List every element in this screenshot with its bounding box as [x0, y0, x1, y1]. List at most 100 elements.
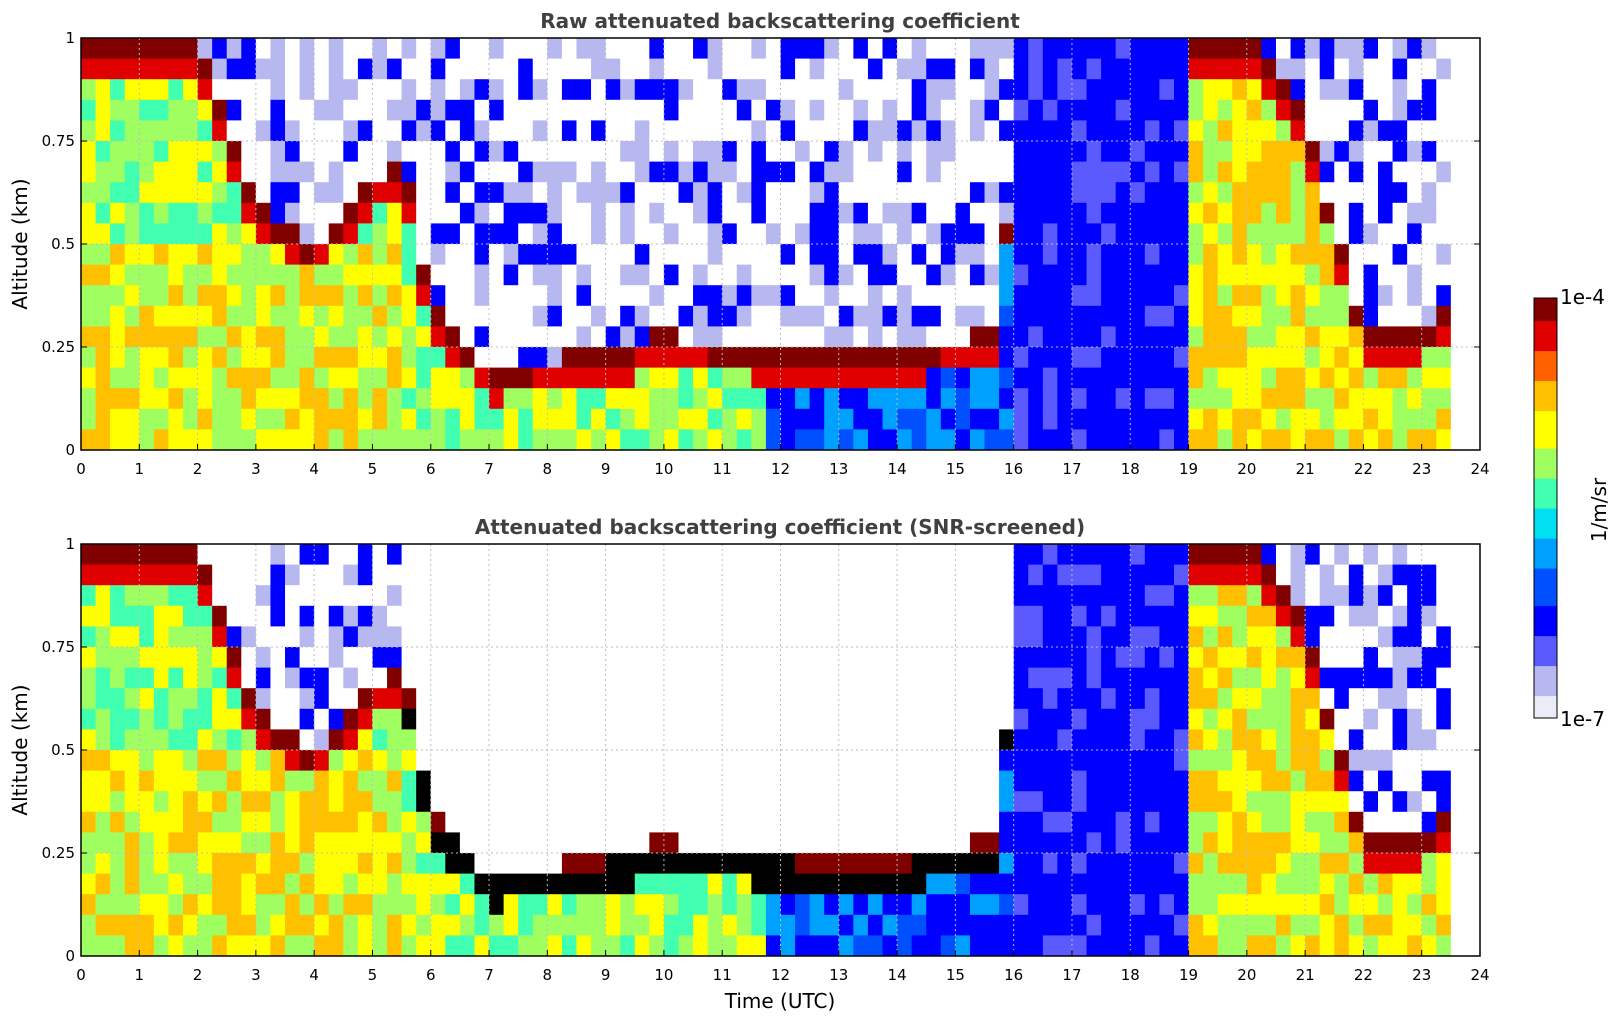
heatmap-cell: [1305, 79, 1321, 101]
heatmap-cell: [591, 935, 607, 956]
heatmap-cell: [1217, 141, 1233, 163]
heatmap-cell: [183, 894, 199, 916]
heatmap-cell: [1421, 770, 1437, 792]
heatmap-cell: [969, 182, 986, 204]
heatmap-cell: [882, 708, 898, 730]
heatmap-cell: [81, 688, 97, 710]
heatmap-cell: [1217, 626, 1233, 648]
heatmap-cell: [1203, 605, 1219, 627]
heatmap-cell: [1319, 38, 1335, 60]
heatmap-cell: [387, 770, 403, 792]
heatmap-cell: [1319, 99, 1335, 121]
heatmap-cell: [1115, 935, 1131, 956]
heatmap-cell: [1319, 347, 1335, 369]
heatmap-cell: [489, 564, 505, 586]
heatmap-cell: [1130, 326, 1146, 348]
heatmap-cell: [124, 894, 140, 916]
colorbar-min-label: 1e-7: [1560, 707, 1605, 731]
heatmap-cell: [1363, 429, 1379, 450]
heatmap-cell: [1101, 79, 1117, 101]
heatmap-cell: [139, 544, 155, 566]
heatmap-cell: [649, 914, 665, 936]
heatmap-cell: [1159, 626, 1175, 648]
heatmap-cell: [707, 429, 723, 450]
heatmap-cell: [736, 894, 752, 916]
heatmap-cell: [882, 811, 898, 833]
heatmap-cell: [139, 408, 155, 430]
x-tick-label: 19: [1179, 460, 1198, 478]
heatmap-cell: [401, 708, 417, 730]
heatmap-cell: [1115, 564, 1131, 586]
heatmap-cell: [1071, 202, 1088, 224]
heatmap-cell: [357, 873, 374, 895]
heatmap-cell: [1144, 58, 1160, 80]
heatmap-cell: [343, 564, 359, 586]
heatmap-cell: [372, 347, 388, 369]
heatmap-cell: [1144, 750, 1160, 772]
heatmap-cell: [999, 935, 1015, 956]
heatmap-cell: [1334, 873, 1350, 895]
heatmap-cell: [1246, 935, 1262, 956]
heatmap-cell: [1319, 688, 1335, 710]
heatmap-cell: [634, 935, 650, 956]
heatmap-cell: [532, 894, 548, 916]
heatmap-cell: [1436, 79, 1452, 101]
heatmap-cell: [1013, 667, 1029, 689]
heatmap-cell: [838, 244, 854, 266]
heatmap-cell: [838, 305, 854, 327]
heatmap-cell: [1421, 264, 1437, 286]
heatmap-cell: [1363, 667, 1379, 689]
heatmap-cell: [882, 667, 898, 689]
heatmap-cell: [1465, 750, 1480, 772]
heatmap-cell: [1159, 832, 1175, 854]
heatmap-cell: [343, 99, 359, 121]
heatmap-cell: [1188, 544, 1204, 566]
heatmap-cell: [1348, 770, 1365, 792]
heatmap-cell: [576, 873, 592, 895]
heatmap-cell: [110, 935, 126, 956]
heatmap-cell: [328, 914, 344, 936]
heatmap-cell: [984, 99, 1000, 121]
heatmap-cell: [693, 667, 709, 689]
heatmap-cell: [1363, 326, 1379, 348]
heatmap-cell: [1261, 408, 1277, 430]
heatmap-cell: [1377, 647, 1394, 669]
heatmap-cell: [1261, 729, 1277, 751]
heatmap-cell: [124, 853, 140, 875]
heatmap-cell: [518, 832, 534, 854]
colorbar-step: [1534, 598, 1557, 607]
panel-raw-title: Raw attenuated backscattering coefficien…: [540, 9, 1020, 33]
heatmap-cell: [1334, 99, 1350, 121]
heatmap-cell: [416, 244, 432, 266]
heatmap-cell: [940, 223, 956, 245]
heatmap-cell: [707, 853, 723, 875]
heatmap-cell: [474, 873, 490, 895]
heatmap-cell: [1465, 305, 1480, 327]
heatmap-cell: [969, 564, 986, 586]
colorbar-step: [1534, 628, 1557, 637]
heatmap-cell: [853, 408, 869, 430]
heatmap-cell: [1115, 914, 1131, 936]
heatmap-cell: [897, 605, 913, 627]
heatmap-cell: [197, 914, 213, 936]
heatmap-cell: [299, 58, 315, 80]
heatmap-cell: [911, 305, 927, 327]
heatmap-cell: [591, 38, 607, 60]
heatmap-cell: [547, 305, 563, 327]
heatmap-cell: [474, 688, 490, 710]
heatmap-cell: [197, 182, 213, 204]
heatmap-cell: [1101, 729, 1117, 751]
heatmap-cell: [430, 708, 446, 730]
heatmap-cell: [1305, 605, 1321, 627]
heatmap-cell: [751, 935, 767, 956]
heatmap-cell: [1348, 367, 1365, 389]
heatmap-cell: [1115, 708, 1131, 730]
heatmap-cell: [1217, 326, 1233, 348]
heatmap-cell: [387, 750, 403, 772]
heatmap-cell: [969, 326, 986, 348]
heatmap-cell: [795, 79, 811, 101]
heatmap-cell: [591, 99, 607, 121]
heatmap-cell: [197, 367, 213, 389]
heatmap-cell: [591, 873, 607, 895]
heatmap-cell: [1334, 120, 1350, 142]
